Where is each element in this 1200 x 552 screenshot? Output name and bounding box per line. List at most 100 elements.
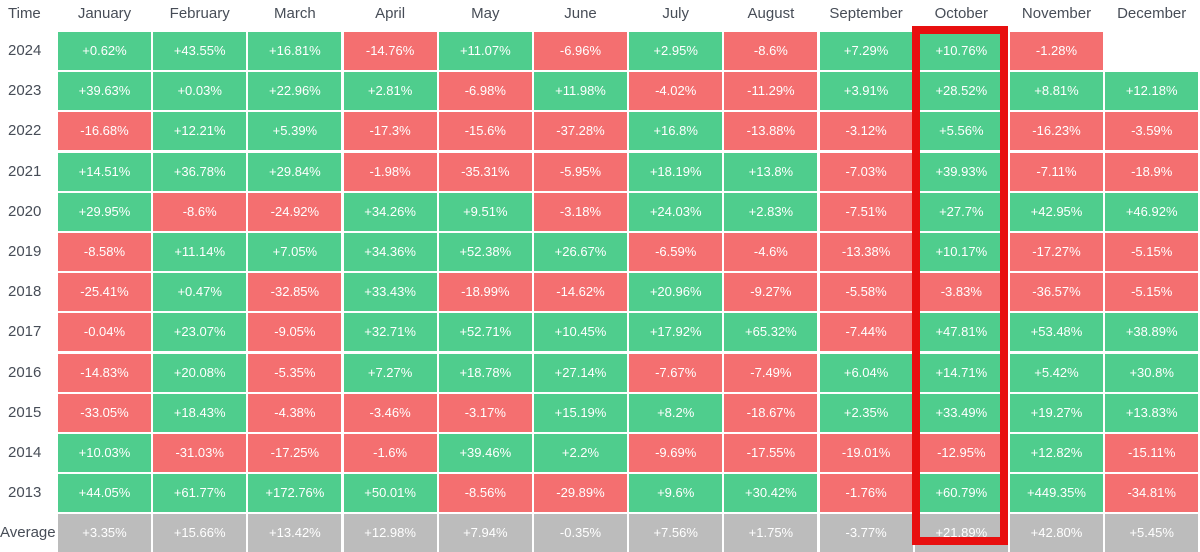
return-cell-2024-november: -1.28% <box>1010 32 1103 70</box>
average-cell-may: +7.94% <box>438 514 532 552</box>
return-cell-2020-march: -24.92% <box>248 192 342 231</box>
average-cell-march: +13.42% <box>248 514 342 552</box>
return-cell-2014-april: -1.6% <box>343 434 437 472</box>
return-cell-2013-august: +30.42% <box>724 474 818 513</box>
time-column-header: Time <box>8 5 41 22</box>
return-cell-2018-december: -5.15% <box>1105 273 1199 312</box>
return-cell-2023-january: +39.63% <box>58 72 151 111</box>
return-cell-2018-january: -25.41% <box>58 273 151 312</box>
return-cell-2017-december: +38.89% <box>1105 313 1199 352</box>
return-cell-2013-may: -8.56% <box>438 474 532 513</box>
average-cell-september: -3.77% <box>819 514 913 552</box>
return-cell-2019-august: -4.6% <box>724 233 818 271</box>
year-label-2024: 2024 <box>8 42 42 59</box>
return-cell-2020-april: +34.26% <box>343 192 437 231</box>
return-cell-2016-june: +27.14% <box>534 353 627 392</box>
year-label-2016: 2016 <box>8 363 42 381</box>
year-label-2014: 2014 <box>8 444 42 461</box>
year-label-2013: 2013 <box>8 484 42 502</box>
return-cell-2022-october: +5.56% <box>914 112 1008 151</box>
return-cell-2014-july: -9.69% <box>629 434 723 472</box>
average-cell-november: +42.80% <box>1010 514 1103 552</box>
return-cell-2013-november: +449.35% <box>1010 474 1103 513</box>
return-cell-2023-august: -11.29% <box>724 72 818 111</box>
return-cell-2019-september: -13.38% <box>819 233 913 271</box>
return-cell-2013-october: +60.79% <box>914 474 1008 513</box>
return-cell-2016-february: +20.08% <box>153 353 247 392</box>
return-cell-2017-april: +32.71% <box>343 313 437 352</box>
return-cell-2024-march: +16.81% <box>248 32 342 70</box>
return-cell-2015-may: -3.17% <box>438 393 532 432</box>
return-cell-2021-august: +13.8% <box>724 152 818 191</box>
return-cell-2024-july: +2.95% <box>629 32 723 70</box>
return-cell-2015-january: -33.05% <box>58 393 151 432</box>
year-label-2023: 2023 <box>8 82 42 100</box>
month-header-april: April <box>375 5 406 22</box>
return-cell-2014-february: -31.03% <box>153 434 247 472</box>
return-cell-2022-february: +12.21% <box>153 112 247 151</box>
return-cell-2023-october: +28.52% <box>914 72 1008 111</box>
return-cell-2017-may: +52.71% <box>438 313 532 352</box>
return-cell-2015-november: +19.27% <box>1010 393 1103 432</box>
return-cell-2013-february: +61.77% <box>153 474 247 513</box>
return-cell-2019-january: -8.58% <box>58 233 151 271</box>
return-cell-2021-september: -7.03% <box>819 152 913 191</box>
return-cell-2013-september: -1.76% <box>819 474 913 513</box>
return-cell-2023-june: +11.98% <box>534 72 627 111</box>
return-cell-2023-april: +2.81% <box>343 72 437 111</box>
return-cell-2014-january: +10.03% <box>58 434 151 472</box>
return-cell-2014-november: +12.82% <box>1010 434 1103 472</box>
month-header-december: December <box>1117 5 1187 22</box>
month-header-january: January <box>77 5 132 22</box>
return-cell-2019-february: +11.14% <box>153 233 247 271</box>
month-header-may: May <box>471 5 500 22</box>
return-cell-2024-february: +43.55% <box>153 32 247 70</box>
return-cell-2023-march: +22.96% <box>248 72 342 111</box>
return-cell-2013-march: +172.76% <box>248 474 342 513</box>
return-cell-2013-july: +9.6% <box>629 474 723 513</box>
return-cell-2018-july: +20.96% <box>629 273 723 312</box>
return-cell-2021-october: +39.93% <box>914 152 1008 191</box>
return-cell-2014-may: +39.46% <box>438 434 532 472</box>
return-cell-2017-june: +10.45% <box>534 313 627 352</box>
return-cell-2018-june: -14.62% <box>534 273 627 312</box>
return-cell-2021-march: +29.84% <box>248 152 342 191</box>
return-cell-2018-august: -9.27% <box>724 273 818 312</box>
return-cell-2013-january: +44.05% <box>58 474 151 513</box>
return-cell-2019-october: +10.17% <box>914 233 1008 271</box>
average-row-label: Average <box>0 524 56 542</box>
return-cell-2018-february: +0.47% <box>153 273 247 312</box>
return-cell-2020-november: +42.95% <box>1010 192 1103 231</box>
return-cell-2024-may: +11.07% <box>438 32 532 70</box>
average-cell-august: +1.75% <box>724 514 818 552</box>
return-cell-2021-january: +14.51% <box>58 152 151 191</box>
return-cell-2016-september: +6.04% <box>819 353 913 392</box>
return-cell-2021-february: +36.78% <box>153 152 247 191</box>
return-cell-2023-december: +12.18% <box>1105 72 1199 111</box>
month-header-september: September <box>829 5 903 22</box>
average-cell-october: +21.89% <box>914 514 1008 552</box>
return-cell-2016-august: -7.49% <box>724 353 818 392</box>
return-cell-2022-april: -17.3% <box>343 112 437 151</box>
return-cell-2016-october: +14.71% <box>914 353 1008 392</box>
return-cell-2015-december: +13.83% <box>1105 393 1199 432</box>
month-header-october: October <box>934 5 988 22</box>
return-cell-2016-january: -14.83% <box>58 353 151 392</box>
average-cell-december: +5.45% <box>1105 514 1199 552</box>
return-cell-2023-july: -4.02% <box>629 72 723 111</box>
return-cell-2018-april: +33.43% <box>343 273 437 312</box>
return-cell-2019-july: -6.59% <box>629 233 723 271</box>
average-cell-january: +3.35% <box>58 514 151 552</box>
return-cell-2017-march: -9.05% <box>248 313 342 352</box>
return-cell-2015-july: +8.2% <box>629 393 723 432</box>
return-cell-2022-november: -16.23% <box>1010 112 1103 151</box>
return-cell-2022-june: -37.28% <box>534 112 627 151</box>
return-cell-2022-august: -13.88% <box>724 112 818 151</box>
return-cell-2020-may: +9.51% <box>438 192 532 231</box>
year-label-2018: 2018 <box>8 283 42 301</box>
return-cell-2022-may: -15.6% <box>438 112 532 151</box>
return-cell-2023-september: +3.91% <box>819 72 913 111</box>
return-cell-2021-november: -7.11% <box>1010 152 1103 191</box>
return-cell-2024-april: -14.76% <box>343 32 437 70</box>
